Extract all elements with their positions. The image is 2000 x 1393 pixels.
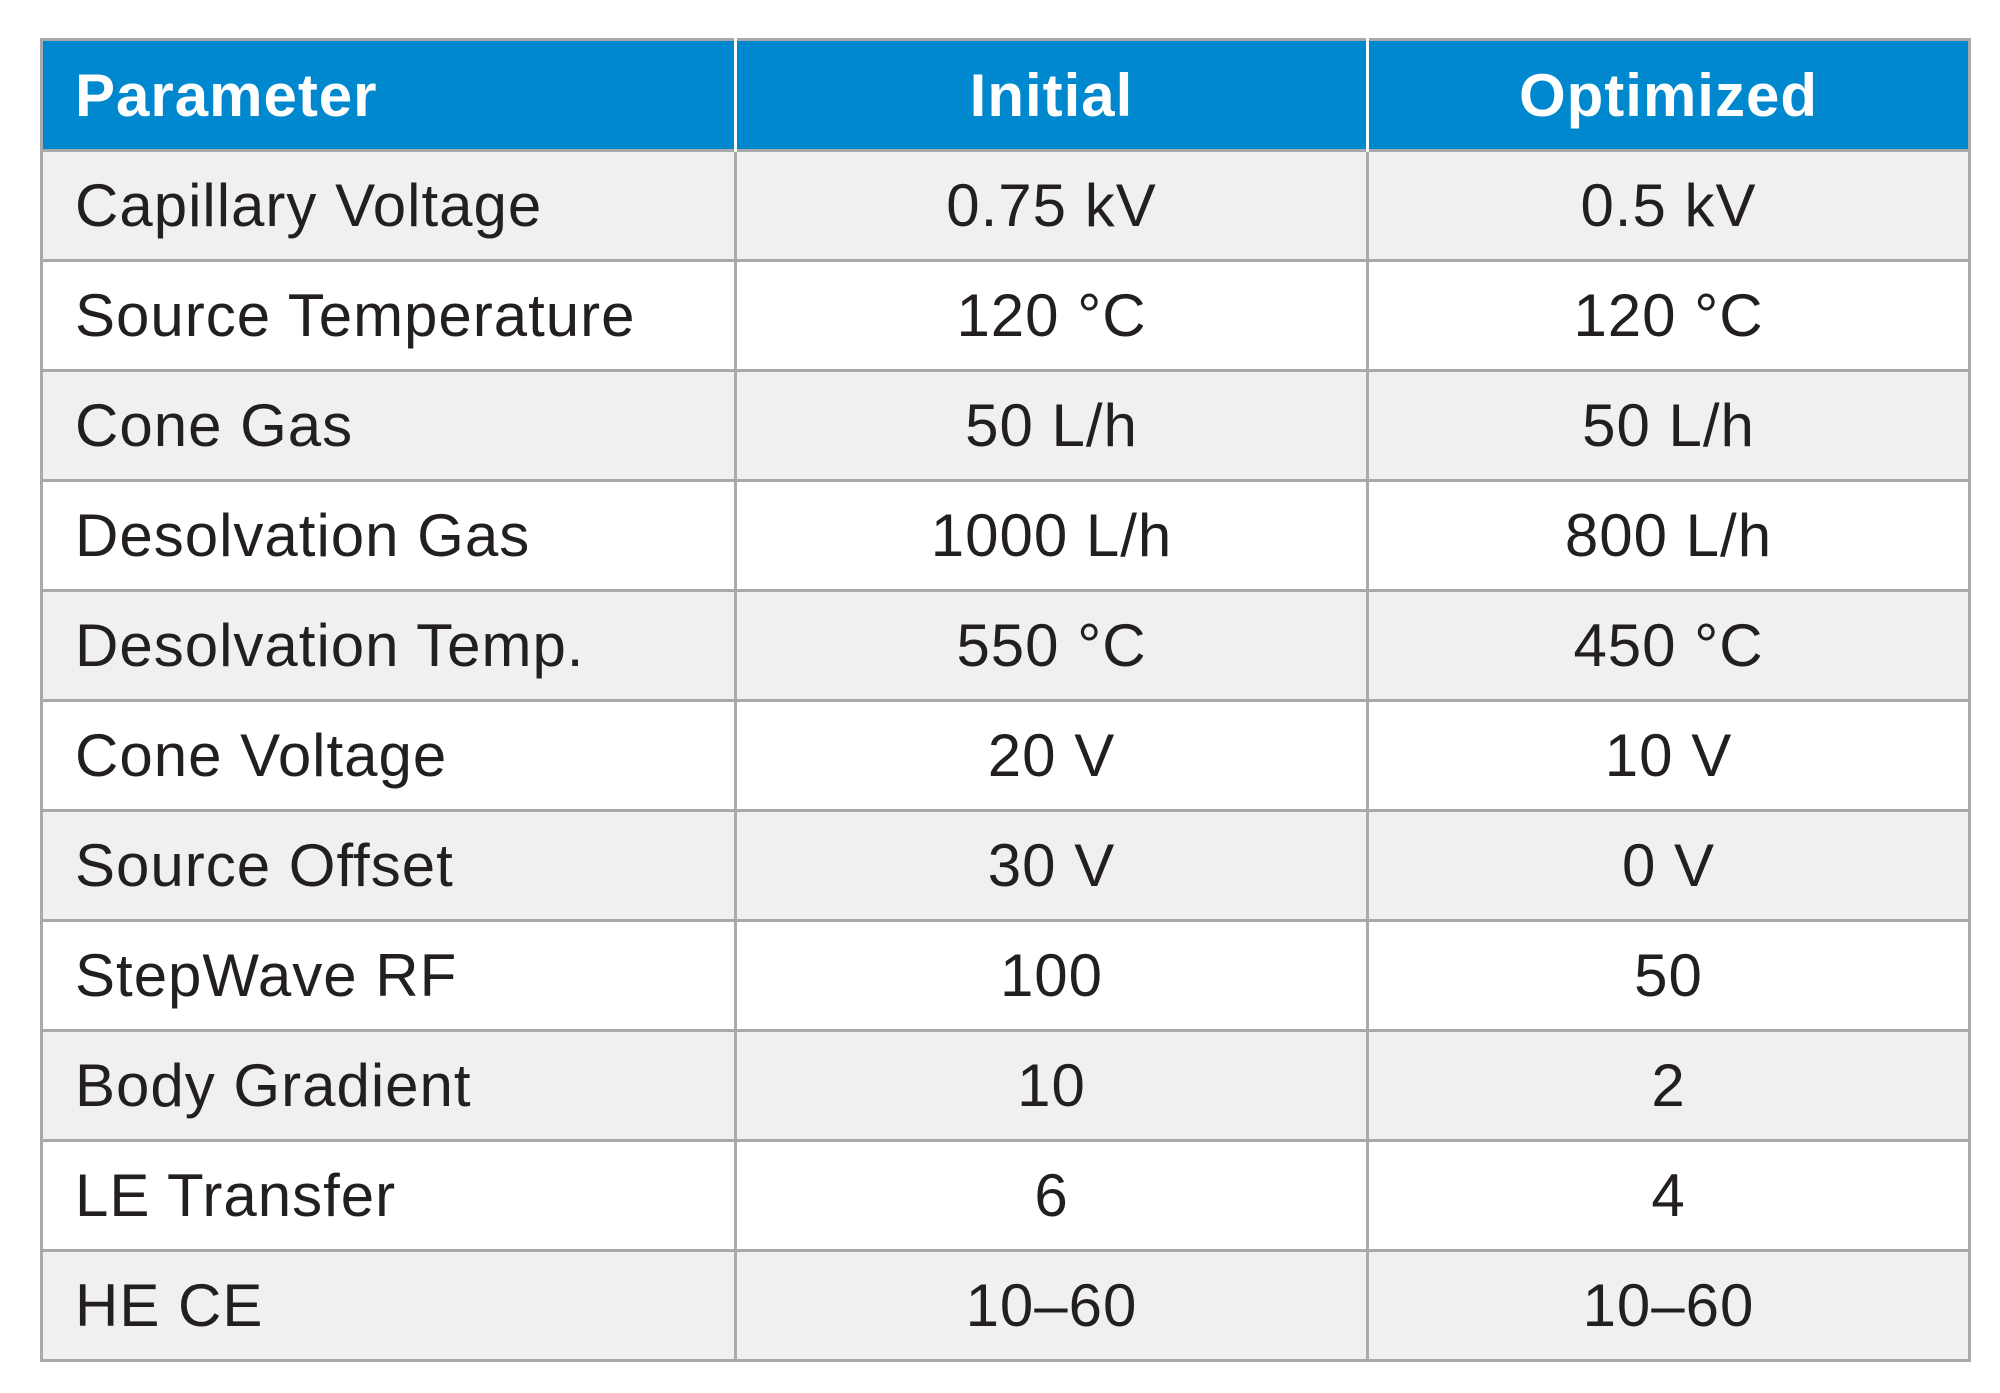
initial-cell: 120 °C <box>734 259 1368 371</box>
header-initial: Initial <box>734 39 1368 151</box>
optimized-cell: 0 V <box>1366 809 1970 921</box>
table-row: Source Offset 30 V 0 V <box>41 809 1970 921</box>
optimized-cell: 50 L/h <box>1366 369 1970 481</box>
table-row: LE Transfer 6 4 <box>41 1139 1970 1251</box>
initial-cell: 20 V <box>734 699 1368 811</box>
parameter-cell: Source Temperature <box>41 259 736 371</box>
header-parameter: Parameter <box>41 39 736 151</box>
table-body: Capillary Voltage 0.75 kV 0.5 kV Source … <box>41 149 1970 1361</box>
parameter-cell: LE Transfer <box>41 1139 736 1251</box>
initial-cell: 30 V <box>734 809 1368 921</box>
header-optimized: Optimized <box>1366 39 1970 151</box>
parameter-cell: Desolvation Temp. <box>41 589 736 701</box>
initial-cell: 100 <box>734 919 1368 1031</box>
optimized-cell: 50 <box>1366 919 1970 1031</box>
initial-cell: 1000 L/h <box>734 479 1368 591</box>
table-row: Cone Gas 50 L/h 50 L/h <box>41 369 1970 481</box>
table-row: Source Temperature 120 °C 120 °C <box>41 259 1970 371</box>
parameter-cell: StepWave RF <box>41 919 736 1031</box>
initial-cell: 6 <box>734 1139 1368 1251</box>
parameter-cell: Cone Voltage <box>41 699 736 811</box>
table-row: HE CE 10–60 10–60 <box>41 1249 1970 1361</box>
initial-cell: 0.75 kV <box>734 149 1368 261</box>
parameters-table: Parameter Initial Optimized Capillary Vo… <box>40 38 1971 1362</box>
initial-cell: 10–60 <box>734 1249 1368 1361</box>
optimized-cell: 10 V <box>1366 699 1970 811</box>
table-row: Capillary Voltage 0.75 kV 0.5 kV <box>41 149 1970 261</box>
optimized-cell: 4 <box>1366 1139 1970 1251</box>
parameter-cell: HE CE <box>41 1249 736 1361</box>
initial-cell: 550 °C <box>734 589 1368 701</box>
optimized-cell: 10–60 <box>1366 1249 1970 1361</box>
parameter-cell: Desolvation Gas <box>41 479 736 591</box>
parameter-cell: Cone Gas <box>41 369 736 481</box>
table-header-row: Parameter Initial Optimized <box>41 39 1970 151</box>
table-row: Desolvation Temp. 550 °C 450 °C <box>41 589 1970 701</box>
optimized-cell: 450 °C <box>1366 589 1970 701</box>
initial-cell: 10 <box>734 1029 1368 1141</box>
table-row: Body Gradient 10 2 <box>41 1029 1970 1141</box>
optimized-cell: 800 L/h <box>1366 479 1970 591</box>
table-row: StepWave RF 100 50 <box>41 919 1970 1031</box>
parameter-cell: Source Offset <box>41 809 736 921</box>
parameter-cell: Body Gradient <box>41 1029 736 1141</box>
table-row: Desolvation Gas 1000 L/h 800 L/h <box>41 479 1970 591</box>
initial-cell: 50 L/h <box>734 369 1368 481</box>
optimized-cell: 120 °C <box>1366 259 1970 371</box>
parameter-cell: Capillary Voltage <box>41 149 736 261</box>
table-row: Cone Voltage 20 V 10 V <box>41 699 1970 811</box>
optimized-cell: 2 <box>1366 1029 1970 1141</box>
optimized-cell: 0.5 kV <box>1366 149 1970 261</box>
